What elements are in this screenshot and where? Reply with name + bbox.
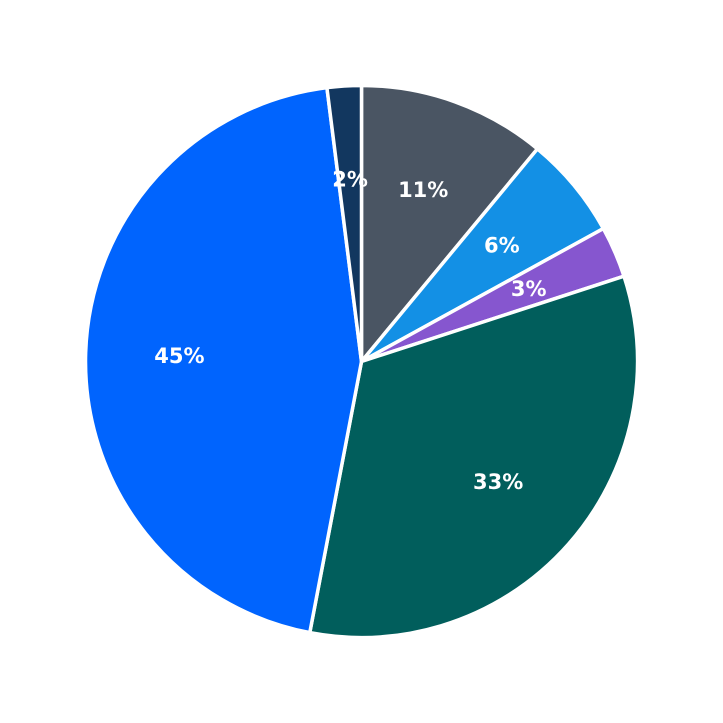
pie-slice-5	[325, 83, 364, 364]
slice-label-4: 45%	[154, 344, 204, 368]
slice-label-5: 2%	[332, 168, 368, 192]
pie-slice-0	[359, 83, 540, 364]
slice-label-2: 3%	[511, 277, 547, 301]
pie-slice-3	[308, 274, 640, 640]
slice-label-3: 33%	[473, 470, 523, 494]
labels-layer: 11% 6% 3% 33% 45% 2%	[154, 168, 546, 494]
slice-label-0: 11%	[398, 178, 448, 202]
slice-label-1: 6%	[484, 233, 520, 257]
slices-layer	[83, 83, 640, 640]
pie-slice-4	[83, 85, 364, 635]
